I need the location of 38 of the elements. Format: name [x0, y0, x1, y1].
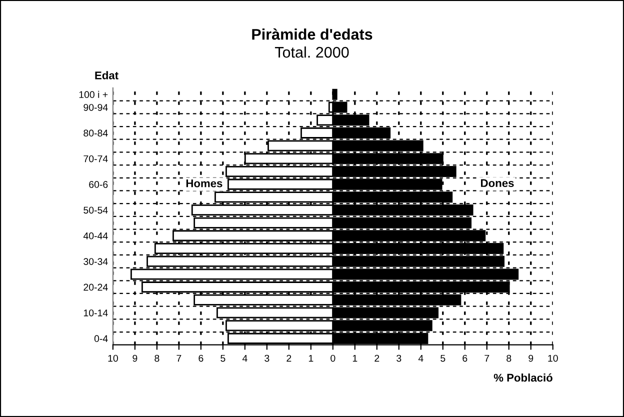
y-tick-label: 30-34 — [84, 258, 108, 265]
x-tick-label: 9 — [132, 354, 138, 362]
x-tick-label: 2 — [286, 354, 292, 362]
x-tick-label: 5 — [220, 354, 226, 362]
y-tick-label: 40-44 — [83, 232, 108, 240]
x-tick-label: 10 — [548, 354, 558, 362]
x-tick-label: 4 — [418, 354, 424, 362]
x-tick-label: 3 — [264, 354, 270, 362]
y-tick-label: 50-54 — [84, 206, 108, 214]
x-tick-label: 2 — [374, 354, 380, 362]
chart-subtitle: Total. 2000 — [274, 46, 349, 58]
x-tick-label: 3 — [396, 354, 402, 362]
x-tick-label: 6 — [462, 354, 468, 362]
x-tick-label: 0 — [330, 354, 336, 362]
x-tick-label: 7 — [176, 354, 182, 362]
x-axis-title: % Població — [494, 373, 552, 382]
y-axis-title: Edat — [95, 71, 118, 80]
x-tick-label: 8 — [506, 354, 512, 362]
y-tick-label: 10-14 — [84, 309, 108, 316]
y-tick-label: 0-4 — [94, 335, 108, 342]
x-tick-label: 1 — [352, 354, 358, 362]
x-tick-label: 7 — [484, 354, 490, 362]
x-tick-label: 10 — [108, 354, 118, 362]
y-tick-label: 70-74 — [84, 155, 108, 162]
x-tick-label: 4 — [242, 354, 248, 362]
y-tick-label: 20-24 — [84, 284, 108, 291]
series-label: Dones — [481, 179, 514, 188]
chart-title: Piràmide d'edats — [252, 28, 372, 40]
y-tick-label: 90-94 — [84, 104, 108, 111]
x-tick-label: 9 — [528, 354, 534, 362]
x-tick-label: 6 — [198, 354, 204, 362]
x-tick-label: 1 — [308, 354, 314, 362]
x-tick-label: 8 — [154, 354, 160, 362]
series-label: Homes — [186, 180, 222, 188]
y-tick-label: 80-84 — [84, 130, 108, 137]
y-tick-label: 60-6 — [89, 181, 108, 188]
y-tick-label: 100 i + — [79, 90, 108, 98]
x-tick-label: 5 — [440, 354, 446, 362]
